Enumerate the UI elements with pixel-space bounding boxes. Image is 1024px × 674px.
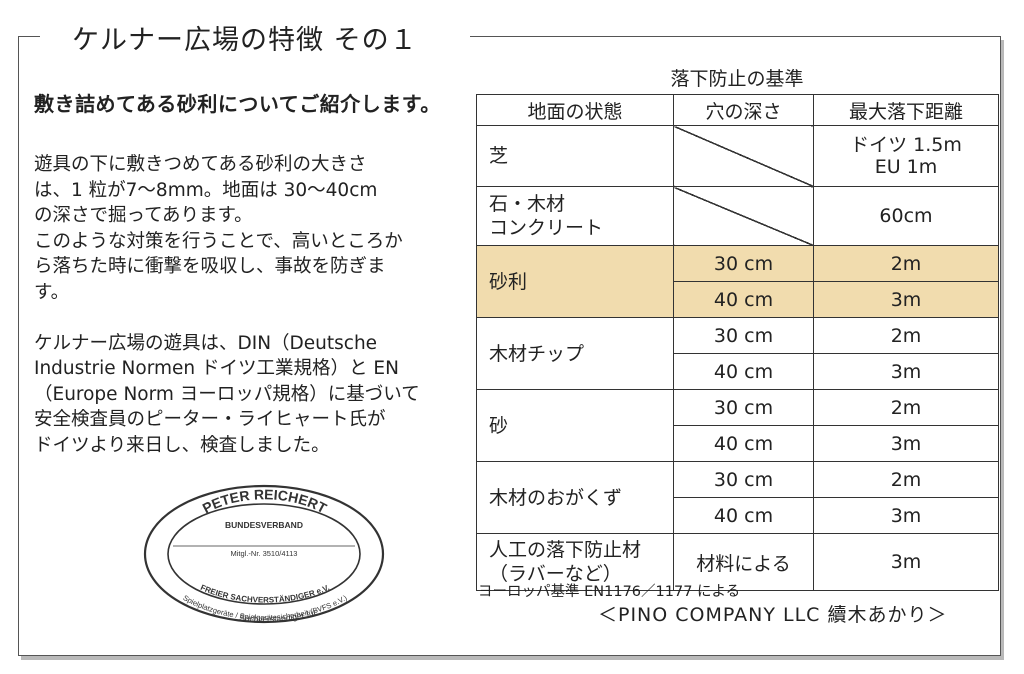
body-line: す。 xyxy=(34,281,70,303)
fall-cell: 3m xyxy=(813,497,999,534)
depth-cell: 30 cm xyxy=(673,389,814,426)
column-header: 地面の状態 xyxy=(476,94,674,126)
depth-cell: 30 cm xyxy=(673,461,814,498)
ground-cell: 人工の落下防止材 （ラバーなど） xyxy=(476,533,674,591)
fall-cell: 3m xyxy=(813,425,999,462)
body-line: Industrie Normen ドイツ工業規格）と EN xyxy=(34,358,399,379)
standard-note: ヨーロッパ基準 EN1176／1177 による xyxy=(478,584,741,600)
subtitle: 敷き詰めてある砂利についてご紹介します。 xyxy=(34,92,441,116)
ground-line: 石・木材 xyxy=(489,193,566,215)
table-row: 芝 ドイツ 1.5m EU 1m xyxy=(476,125,999,187)
table-row: 40 cm 3m xyxy=(477,353,999,390)
fall-cell: 3m xyxy=(813,281,999,318)
fall-protection-table: 地面の状態 穴の深さ 最大落下距離 芝 ドイツ 1.5m EU 1m 石・木材 … xyxy=(476,94,999,591)
depth-cell: 30 cm xyxy=(673,317,814,354)
fall-cell: ドイツ 1.5m EU 1m xyxy=(813,125,999,187)
ground-line: コンクリート xyxy=(489,217,604,239)
fall-cell: 2m xyxy=(813,461,999,498)
table-row: 木材のおがくず 30 cm 2m xyxy=(476,461,999,534)
ground-cell: 砂 xyxy=(476,389,674,462)
stamp-member-no: Mitgl.-Nr. 3510/4113 xyxy=(231,549,298,558)
title-background xyxy=(40,14,470,58)
fall-line: EU 1m xyxy=(874,156,938,178)
table-row: 石・木材 コンクリート 60cm xyxy=(476,186,999,246)
table-row-highlighted: 40 cm 3m xyxy=(477,281,999,318)
table-caption: 落下防止の基準 xyxy=(670,68,804,90)
fall-line: ドイツ 1.5m xyxy=(850,134,962,156)
stamp-title: FREIER SACHVERSTÄNDIGER e.V. xyxy=(199,583,331,605)
body-line: ドイツより来日し、検査しました。 xyxy=(34,434,330,456)
depth-cell: 40 cm xyxy=(673,281,814,318)
table-row: 40 cm 3m xyxy=(477,425,999,462)
fall-cell: 2m xyxy=(813,245,999,282)
credit-line: ＜PINO COMPANY LLC 續木あかり＞ xyxy=(598,604,948,626)
fall-cell: 60cm xyxy=(813,186,999,246)
empty-depth-cell xyxy=(673,125,814,187)
table-row: 砂 30 cm 2m xyxy=(476,389,999,462)
table-row: 40 cm 3m xyxy=(477,497,999,534)
ground-cell: 石・木材 コンクリート xyxy=(476,186,674,246)
ground-cell: 芝 xyxy=(476,125,674,187)
body-text: 遊具の下に敷きつめてある砂利の大きさ は、1 粒が7～8mm。地面は 30～40… xyxy=(34,152,454,458)
page-title: ケルナー広場の特徴 その１ xyxy=(72,25,418,56)
depth-cell: 40 cm xyxy=(673,425,814,462)
ground-cell: 木材のおがくず xyxy=(476,461,674,534)
body-line: の深さで掘ってあります。 xyxy=(34,205,253,226)
depth-cell: 30 cm xyxy=(673,245,814,282)
fall-cell: 3m xyxy=(813,353,999,390)
body-line: 遊具の下に敷きつめてある砂利の大きさ xyxy=(34,154,367,175)
ground-cell: 木材チップ xyxy=(476,317,674,390)
stamp-org: BUNDESVERBAND xyxy=(225,520,303,530)
empty-depth-cell xyxy=(673,186,814,246)
fall-cell: 2m xyxy=(813,389,999,426)
body-line: （Europe Norm ヨーロッパ規格）に基づいて xyxy=(34,383,420,405)
fall-cell: 3m xyxy=(813,533,999,591)
body-line: ケルナー広場の遊具は、DIN（Deutsche xyxy=(34,332,378,354)
ground-cell: 砂利 xyxy=(476,245,674,318)
table-row: 木材チップ 30 cm 2m xyxy=(476,317,999,390)
body-line: 安全検査員のピーター・ライヒャート氏が xyxy=(34,409,386,430)
depth-cell: 40 cm xyxy=(673,497,814,534)
content-frame xyxy=(18,36,1001,656)
body-line: は、1 粒が7～8mm。地面は 30～40cm xyxy=(34,179,378,201)
fall-cell: 2m xyxy=(813,317,999,354)
body-line: ら落ちた時に衝撃を吸収し、事故を防ぎま xyxy=(34,256,386,277)
depth-cell: 40 cm xyxy=(673,353,814,390)
paragraph-gap xyxy=(34,305,454,331)
ground-line: 人工の落下防止材 xyxy=(489,539,642,561)
body-line: このような対策を行うことで、高いところか xyxy=(34,230,403,252)
inspector-stamp: PETER REICHERT BUNDESVERBAND Mitgl.-Nr. … xyxy=(143,484,385,624)
ground-line: （ラバーなど） xyxy=(489,563,622,585)
depth-cell: 材料による xyxy=(673,533,814,591)
column-header: 最大落下距離 xyxy=(813,94,999,126)
column-header: 穴の深さ xyxy=(673,94,814,126)
table-header-row: 地面の状態 穴の深さ 最大落下距離 xyxy=(476,94,999,126)
table-row-highlighted: 砂利 30 cm 2m xyxy=(476,245,999,318)
table-row: 人工の落下防止材 （ラバーなど） 材料による 3m xyxy=(476,533,999,591)
